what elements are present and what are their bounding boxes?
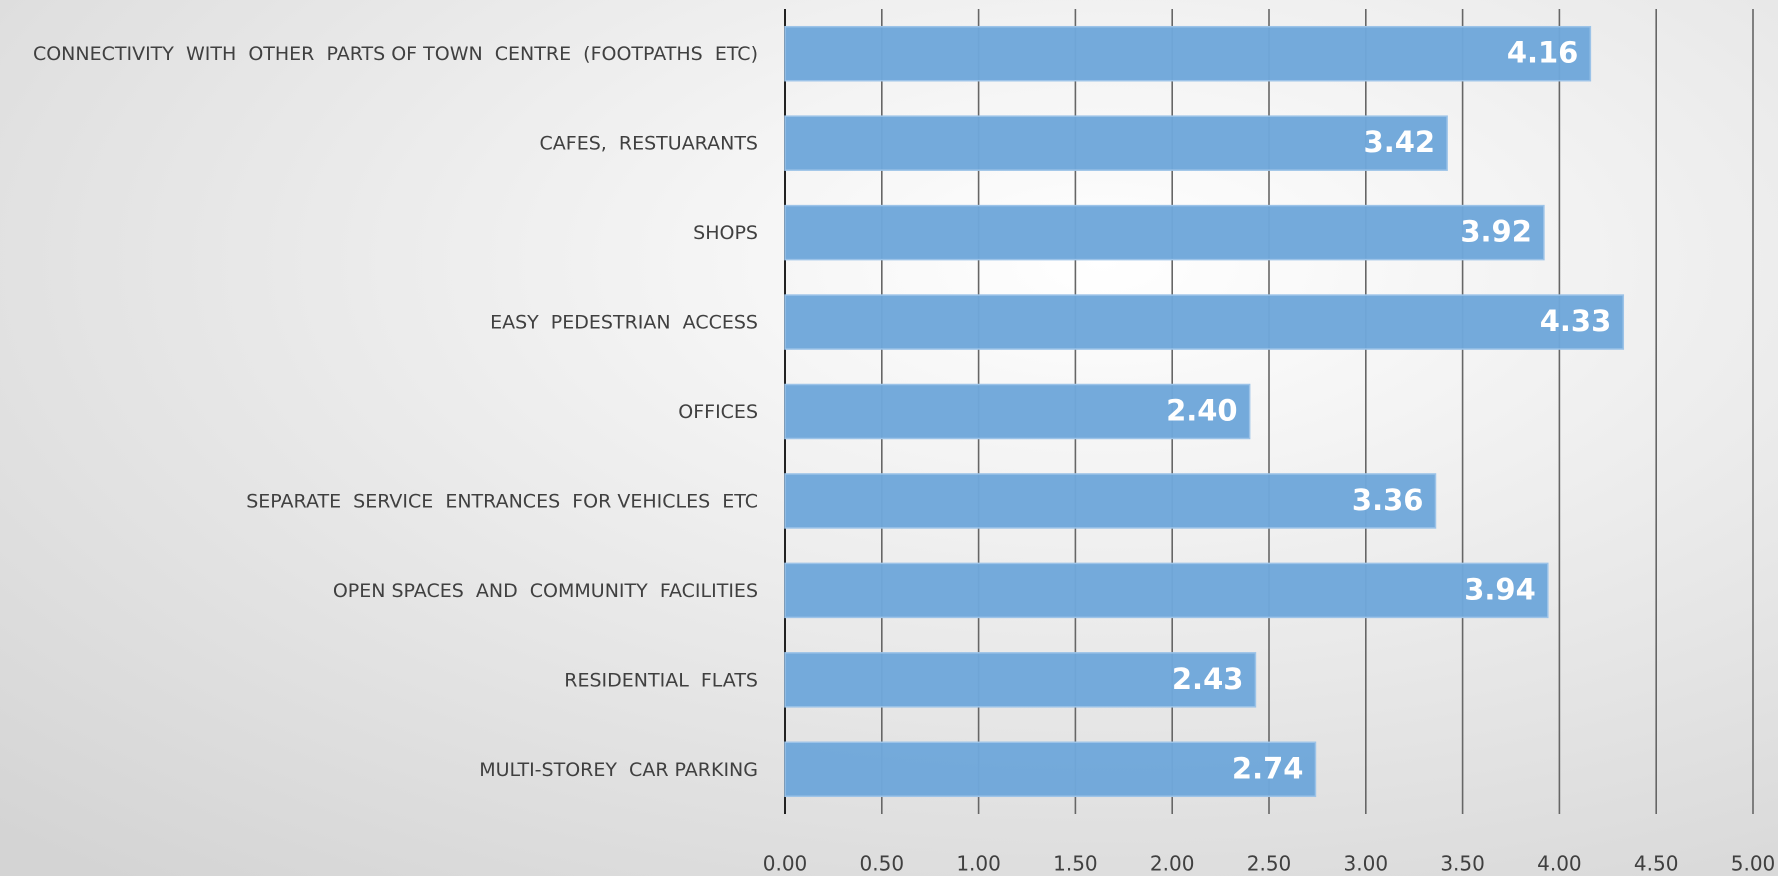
x-tick-label: 1.50 — [1053, 852, 1098, 876]
value-label: 4.33 — [1540, 304, 1612, 338]
bar — [784, 652, 1257, 708]
y-tick-label: EASY PEDESTRIAN ACCESS — [490, 312, 758, 334]
value-label: 3.42 — [1364, 125, 1436, 159]
bar — [784, 25, 1592, 82]
value-label: 3.36 — [1352, 483, 1424, 517]
value-label: 3.94 — [1464, 572, 1536, 606]
bar — [784, 115, 1448, 171]
y-tick-label: RESIDENTIAL FLATS — [564, 669, 758, 691]
y-tick-label: CAFES, RESTUARANTS — [540, 133, 758, 155]
bar — [784, 741, 1317, 798]
x-tick-label: 3.50 — [1440, 852, 1485, 876]
x-tick-label: 5.00 — [1731, 852, 1776, 876]
value-label: 3.92 — [1460, 215, 1532, 249]
bar — [784, 562, 1549, 619]
bar — [784, 383, 1251, 440]
value-label: 4.16 — [1507, 36, 1579, 70]
x-tick-label: 2.50 — [1247, 852, 1292, 876]
y-tick-label: OPEN SPACES AND COMMUNITY FACILITIES — [333, 580, 758, 602]
x-tick-label: 1.00 — [956, 852, 1001, 876]
value-label: 2.43 — [1172, 662, 1244, 696]
y-tick-label: CONNECTIVITY WITH OTHER PARTS OF TOWN CE… — [33, 43, 758, 65]
x-tick-label: 4.00 — [1537, 852, 1582, 876]
x-tick-label: 0.00 — [763, 852, 808, 876]
x-tick-label: 2.00 — [1150, 852, 1195, 876]
y-tick-label: OFFICES — [678, 401, 758, 423]
x-tick-label: 4.50 — [1634, 852, 1679, 876]
x-tick-label: 0.50 — [860, 852, 905, 876]
bar — [784, 294, 1625, 350]
y-tick-label: SHOPS — [693, 222, 758, 244]
value-label: 2.40 — [1166, 394, 1238, 428]
bar — [784, 204, 1545, 261]
y-tick-label: SEPARATE SERVICE ENTRANCES FOR VEHICLES … — [246, 490, 758, 512]
x-tick-label: 3.00 — [1344, 852, 1389, 876]
bar — [784, 473, 1437, 529]
y-tick-label: MULTI-STOREY CAR PARKING — [479, 759, 758, 781]
value-label: 2.74 — [1232, 751, 1304, 785]
